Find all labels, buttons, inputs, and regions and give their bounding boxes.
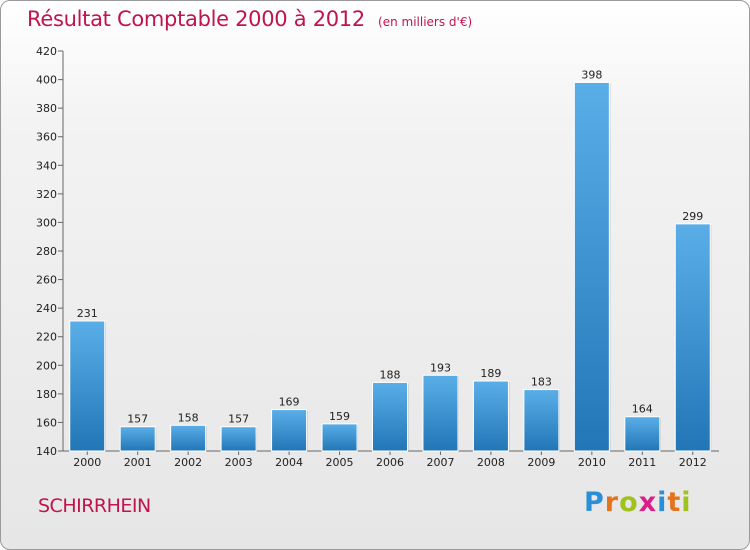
y-tick-label: 180 (36, 388, 57, 401)
y-tick-label: 160 (36, 416, 57, 429)
y-tick-label: 140 (36, 445, 57, 458)
x-tick-label: 2001 (124, 456, 152, 469)
bar (372, 381, 408, 452)
axes: 140 160 180 200 220 240 260 280 300 320 340 360 380 4… (36, 45, 719, 469)
y-tick-label: 220 (36, 331, 57, 344)
y-tick-label: 360 (36, 131, 57, 144)
x-tick-label: 2009 (527, 456, 555, 469)
logo-letter: t (667, 487, 682, 518)
title-row: Résultat Comptable 2000 à 2012 (en milli… (27, 7, 472, 31)
x-tick-label: 2008 (477, 456, 505, 469)
y-tick-label: 260 (36, 274, 57, 287)
value-label: 159 (329, 410, 350, 423)
value-label: 183 (531, 376, 552, 389)
value-label: 299 (682, 210, 703, 223)
bar (220, 426, 257, 452)
town-name: SCHIRRHEIN (38, 495, 151, 517)
value-label: 398 (581, 68, 602, 81)
x-tick-label: 2005 (326, 456, 354, 469)
value-label: 193 (430, 361, 451, 374)
x-tick-label: 2010 (578, 456, 606, 469)
bar (119, 426, 156, 452)
bar (69, 320, 106, 452)
bar (271, 409, 308, 452)
x-tick-label: 2004 (275, 456, 303, 469)
logo-letter: o (619, 487, 639, 518)
bar (674, 223, 711, 452)
bar (472, 380, 509, 452)
bar (170, 424, 207, 452)
bar (624, 416, 661, 452)
value-label: 157 (127, 413, 148, 426)
proxiti-logo: Proxiti (584, 487, 692, 518)
y-tick-label: 280 (36, 245, 57, 258)
logo-letter: r (604, 487, 620, 518)
y-tick-label: 380 (36, 102, 57, 115)
x-tick-label: 2007 (426, 456, 454, 469)
bar (321, 423, 358, 452)
y-tick-label: 200 (36, 359, 57, 372)
value-label: 157 (228, 413, 249, 426)
y-tick-label: 420 (36, 45, 57, 58)
value-label: 231 (77, 307, 98, 320)
x-tick-label: 2011 (628, 456, 656, 469)
logo-letter: i (657, 487, 668, 518)
x-tick-label: 2002 (174, 456, 202, 469)
y-tick-label: 340 (36, 159, 57, 172)
logo-letter: x (638, 487, 658, 518)
value-label: 158 (178, 411, 199, 424)
x-tick-label: 2012 (679, 456, 707, 469)
value-label: 189 (480, 367, 501, 380)
bar (422, 374, 459, 452)
value-label: 164 (632, 403, 653, 416)
bar (523, 389, 560, 452)
x-tick-label: 2006 (376, 456, 404, 469)
x-tick-label: 2000 (73, 456, 101, 469)
bars: 231 157 158 157 169 159 188 193 189 183 398 164 299 (69, 68, 712, 452)
value-label: 188 (380, 368, 401, 381)
x-tick-label: 2003 (225, 456, 253, 469)
y-tick-label: 240 (36, 302, 57, 315)
logo-letter: i (681, 487, 692, 518)
value-label: 169 (279, 396, 300, 409)
chart-subtitle: (en milliers d'€) (378, 15, 473, 29)
chart-title: Résultat Comptable 2000 à 2012 (27, 7, 365, 31)
y-tick-label: 400 (36, 74, 57, 87)
logo-letter: P (584, 487, 605, 518)
bar (573, 81, 610, 452)
y-tick-label: 300 (36, 216, 57, 229)
y-tick-label: 320 (36, 188, 57, 201)
